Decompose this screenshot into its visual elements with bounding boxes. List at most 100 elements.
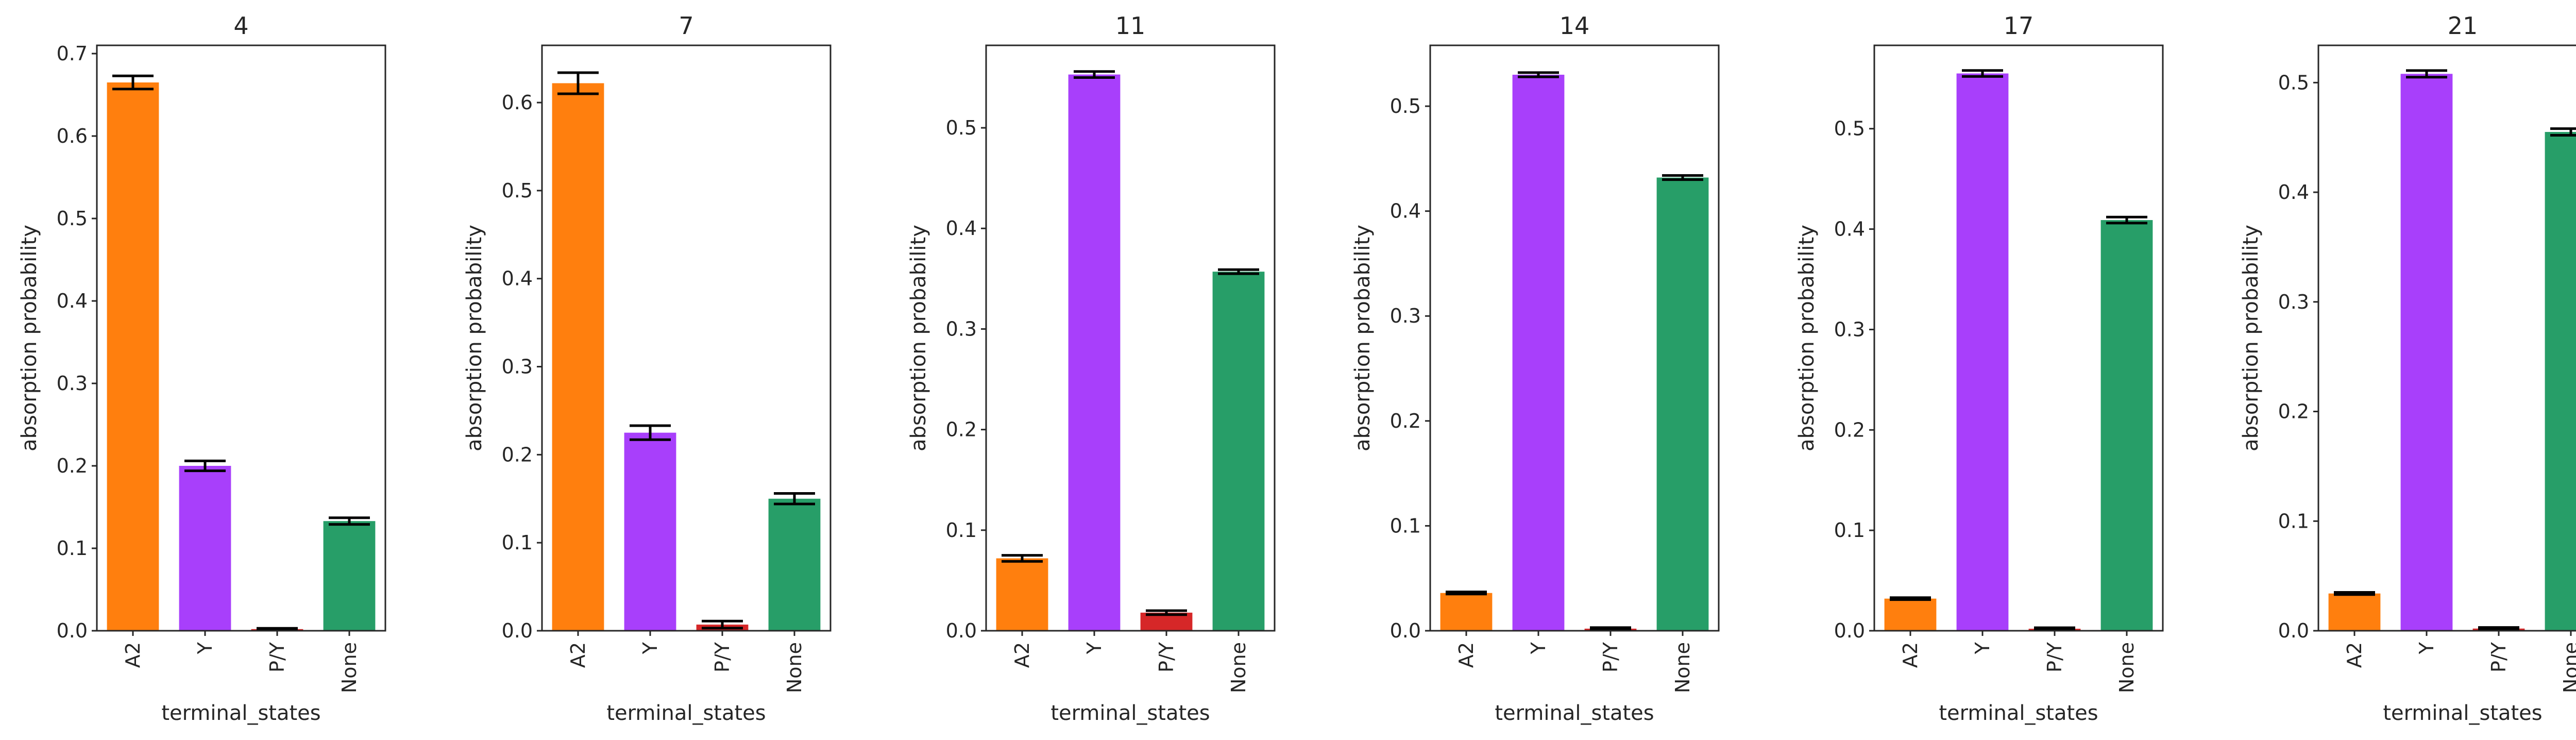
y-tick-label: 0.0	[57, 619, 88, 642]
error-bar-Y	[2406, 69, 2447, 79]
bar-A2	[552, 83, 604, 631]
y-axis-label: absorption probability	[1351, 225, 1375, 451]
bar-A2	[996, 558, 1048, 631]
y-axis-label: absorption probability	[1795, 225, 1819, 451]
y-tick-label: 0.3	[1834, 318, 1865, 341]
panel-title: 4	[233, 12, 248, 40]
y-tick-label: 0.5	[2278, 71, 2309, 94]
x-tick-label: None	[1227, 642, 1250, 693]
y-tick-label: 0.6	[502, 91, 533, 114]
panel-11: 0.0 0.1 0.2 0.3 0.4 0.5 A2 Y P/Y None 11 terminal_s…	[907, 12, 1276, 725]
y-tick-label: 0.3	[2278, 291, 2309, 313]
error-bar-A2	[2334, 591, 2375, 596]
x-tick-label: P/Y	[1155, 642, 1178, 672]
x-axis-label: terminal_states	[2383, 701, 2542, 725]
error-bar-P-Y	[702, 619, 743, 630]
y-tick-label: 0.0	[1834, 619, 1865, 642]
y-tick-label: 0.7	[57, 42, 88, 65]
y-tick-label: 0.4	[502, 267, 533, 290]
x-tick-label: P/Y	[266, 642, 289, 672]
x-tick-label: A2	[122, 642, 144, 668]
y-tick-label: 0.5	[1390, 95, 1421, 117]
error-bar-A2	[557, 71, 599, 95]
panel-title: 14	[1560, 12, 1590, 40]
bar-Y	[179, 466, 231, 631]
y-tick-label: 0.4	[1834, 218, 1865, 241]
plot-frame	[96, 44, 386, 632]
y-tick-label: 0.0	[2278, 619, 2309, 642]
x-axis-label: terminal_states	[1939, 701, 2098, 725]
x-tick-label: A2	[1011, 642, 1033, 668]
error-bar-Y	[184, 459, 226, 473]
error-bar-P-Y	[2034, 626, 2075, 631]
y-tick-label: 0.2	[1390, 410, 1421, 432]
panel-14: 0.0 0.1 0.2 0.3 0.4 0.5 A2 Y P/Y None 14 terminal_s…	[1351, 12, 1720, 725]
error-bar-A2	[1890, 596, 1931, 601]
bar-A2	[2328, 593, 2381, 631]
y-tick-label: 0.1	[57, 537, 88, 560]
panel-title: 21	[2448, 12, 2478, 40]
y-tick-label: 0.5	[57, 207, 88, 230]
y-tick-label: 0.2	[57, 455, 88, 477]
y-tick-label: 0.5	[502, 179, 533, 202]
x-tick-label: None	[783, 642, 806, 693]
error-bar-P-Y	[1590, 626, 1631, 631]
x-tick-label: A2	[1455, 642, 1478, 668]
y-tick-label: 0.2	[502, 443, 533, 466]
y-tick-label: 0.1	[502, 531, 533, 554]
error-bar-Y	[1518, 71, 1559, 78]
y-axis-label: absorption probability	[2239, 225, 2263, 451]
x-tick-label: Y	[2415, 642, 2438, 654]
x-tick-label: None	[2560, 642, 2576, 693]
panel-title: 7	[679, 12, 693, 40]
x-tick-label: A2	[2343, 642, 2366, 668]
x-axis-label: terminal_states	[1050, 701, 1210, 725]
y-tick-label: 0.2	[2278, 400, 2309, 423]
y-tick-label: 0.1	[2278, 510, 2309, 532]
error-bar-Y	[1074, 70, 1115, 79]
panel-17: 0.0 0.1 0.2 0.3 0.4 0.5 A2 Y P/Y None 17 terminal_s…	[1795, 12, 2164, 725]
y-tick-label: 0.4	[1390, 200, 1421, 223]
error-bar-A2	[1002, 554, 1043, 563]
x-axis-label: terminal_states	[1495, 701, 1654, 725]
y-tick-label: 0.3	[1390, 305, 1421, 327]
error-bar-None	[1218, 268, 1259, 275]
plot-frame	[2317, 44, 2576, 632]
panel-4: 0.0 0.1 0.2 0.3 0.4 0.5 0.6 0.7 A2 Y P/Y None 4 termi…	[18, 12, 386, 725]
error-bar-P-Y	[257, 627, 298, 631]
y-tick-label: 0.3	[57, 372, 88, 395]
y-tick-label: 0.4	[57, 290, 88, 312]
error-bar-P-Y	[1146, 609, 1187, 616]
error-bar-A2	[112, 74, 154, 91]
y-tick-label: 0.2	[1834, 418, 1865, 441]
bar-None	[1212, 272, 1265, 631]
error-bar-None	[2106, 215, 2147, 225]
x-tick-label: P/Y	[2043, 642, 2066, 672]
y-axis-label: absorption probability	[18, 225, 41, 451]
x-tick-label: Y	[1971, 642, 1994, 654]
y-axis-label: absorption probability	[907, 225, 930, 451]
bar-A2	[1884, 598, 1937, 631]
plot-frame	[985, 44, 1276, 632]
panel-title: 11	[1115, 12, 1146, 40]
plot-frame	[1873, 44, 2164, 632]
bar-A2	[1440, 593, 1493, 631]
panel-title: 17	[2004, 12, 2034, 40]
error-bar-P-Y	[2478, 626, 2519, 631]
bar-None	[2545, 132, 2576, 631]
y-tick-label: 0.1	[946, 519, 977, 542]
x-tick-label: None	[2115, 642, 2138, 693]
x-tick-label: Y	[639, 642, 662, 654]
bar-None	[2100, 220, 2153, 631]
bar-Y	[1068, 74, 1121, 631]
plot-frame	[1429, 44, 1720, 632]
bar-Y	[1512, 75, 1565, 631]
y-tick-label: 0.5	[1834, 117, 1865, 140]
bar-None	[768, 498, 821, 631]
x-tick-label: P/Y	[711, 642, 734, 672]
plot-frame	[541, 44, 832, 632]
y-tick-label: 0.6	[57, 125, 88, 147]
error-bar-None	[329, 516, 370, 526]
error-bar-Y	[630, 424, 671, 441]
